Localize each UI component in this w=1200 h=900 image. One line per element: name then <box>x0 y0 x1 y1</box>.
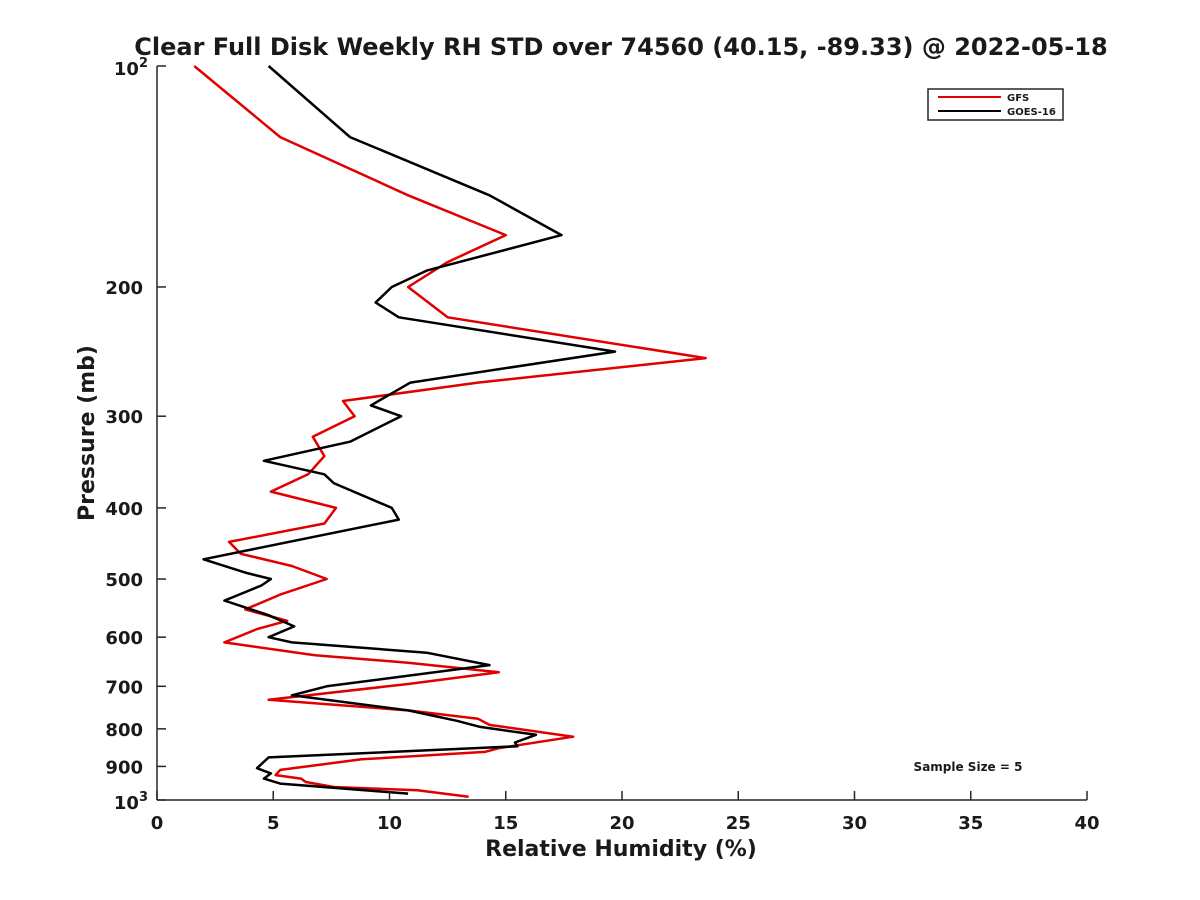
y-tick-label: 102 <box>114 56 148 80</box>
x-tick-label: 5 <box>267 813 280 834</box>
y-tick-label: 900 <box>105 757 143 778</box>
y-tick-label: 800 <box>105 720 143 741</box>
legend-label-goes16: GOES-16 <box>1007 107 1056 118</box>
legend-label-gfs: GFS <box>1007 93 1029 104</box>
y-tick-label: 600 <box>105 628 143 649</box>
series-line-goes16 <box>202 65 617 795</box>
axes <box>156 66 1087 801</box>
legend-box <box>927 88 1064 121</box>
series-line-gfs <box>193 65 707 799</box>
x-tick-label: 10 <box>377 813 402 834</box>
y-tick-label: 700 <box>105 677 143 698</box>
x-axis-label: Relative Humidity (%) <box>485 837 757 862</box>
x-tick-label: 15 <box>493 813 518 834</box>
y-ticks: 102 200 300 400 500 600 700 800 900 103 <box>105 56 166 814</box>
y-tick-label: 200 <box>105 278 143 299</box>
sample-size-annotation: Sample Size = 5 <box>914 760 1023 774</box>
y-tick-label: 400 <box>105 499 143 520</box>
y-axis-label: Pressure (mb) <box>75 345 100 521</box>
y-tick-label: 300 <box>105 407 143 428</box>
x-tick-label: 25 <box>726 813 751 834</box>
y-tick-label: 103 <box>114 790 148 814</box>
x-tick-label: 20 <box>609 813 634 834</box>
chart-title: Clear Full Disk Weekly RH STD over 74560… <box>134 33 1107 61</box>
x-tick-label: 40 <box>1074 813 1099 834</box>
x-ticks: 0 5 10 15 20 25 30 35 40 <box>151 791 1100 834</box>
series-layer <box>193 65 707 799</box>
x-tick-label: 0 <box>151 813 164 834</box>
y-tick-label: 500 <box>105 570 143 591</box>
legend: GFS GOES-16 <box>927 88 1064 121</box>
x-tick-label: 35 <box>958 813 983 834</box>
x-tick-label: 30 <box>842 813 867 834</box>
